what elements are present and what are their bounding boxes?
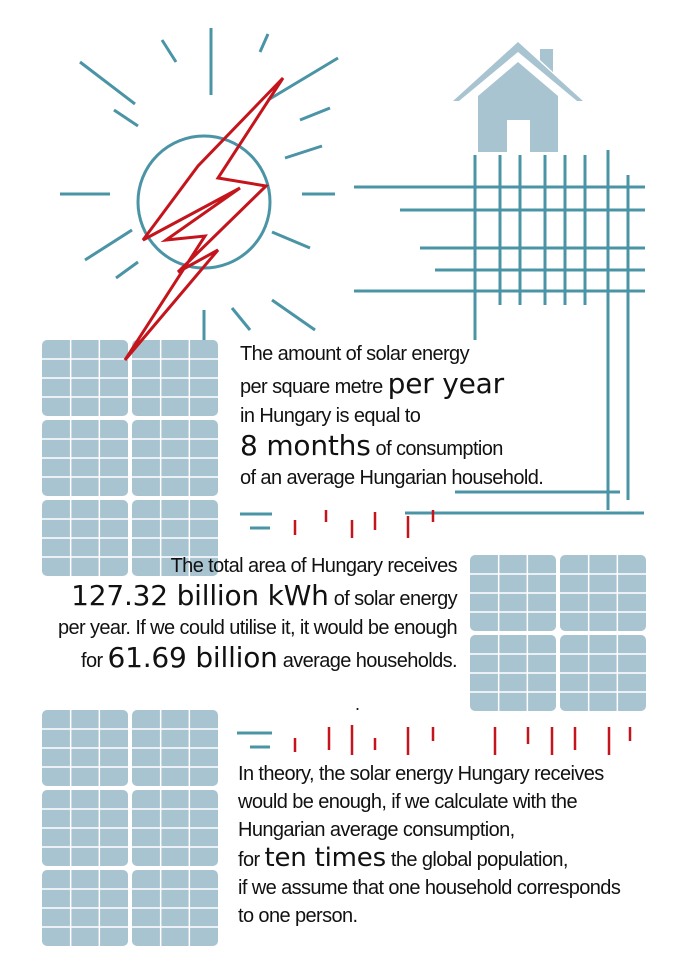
house-icon xyxy=(453,42,583,152)
text-line: The amount of solar energy xyxy=(240,343,470,365)
text-line: In theory, the solar energy Hungary rece… xyxy=(238,763,604,785)
solar-panel-icon xyxy=(470,635,556,711)
solar-panel-icon xyxy=(132,420,218,496)
text-line: Hungarian average consumption, xyxy=(238,819,515,841)
solar-panels xyxy=(42,340,646,946)
text-line: the global population, xyxy=(385,849,569,871)
solar-panel-icon xyxy=(560,635,646,711)
highlight-8-months: 8 months xyxy=(240,429,371,462)
solar-panel-icon xyxy=(42,710,128,786)
text-line: would be enough, if we calculate with th… xyxy=(238,791,578,813)
solar-panel-icon xyxy=(132,870,218,946)
text-line: to one person. xyxy=(238,905,358,927)
solar-panel-icon xyxy=(132,340,218,416)
solar-panel-icon xyxy=(470,555,556,631)
text-line: of an average Hungarian household. xyxy=(240,467,544,489)
dash-marks xyxy=(237,510,632,755)
lightning-bolt-icon xyxy=(123,76,285,361)
sun-icon xyxy=(60,28,339,340)
highlight-kwh: 127.32 billion kWh xyxy=(71,579,329,612)
consumption-fact-text: The amount of solar energy per square me… xyxy=(240,340,544,493)
highlight-per-year: per year xyxy=(387,367,504,400)
text-line: The total area of Hungary receives xyxy=(170,555,458,577)
solar-panel-icon xyxy=(42,790,128,866)
solar-panel-icon xyxy=(132,790,218,866)
text-line: per year. If we could utilise it, it wou… xyxy=(57,617,458,639)
text-line: for xyxy=(238,849,265,871)
solar-panel-icon xyxy=(42,340,128,416)
text-line: of consumption xyxy=(370,438,504,460)
highlight-ten-times: ten times xyxy=(264,843,387,873)
text-line: for xyxy=(81,650,108,672)
solar-panel-icon xyxy=(42,420,128,496)
solar-panel-icon xyxy=(560,555,646,631)
solar-panel-icon xyxy=(42,500,128,576)
text-line: per square metre xyxy=(240,376,388,398)
area-fact-text: The total area of Hungary receives 127.3… xyxy=(57,552,458,676)
text-line: if we assume that one household correspo… xyxy=(238,877,621,899)
stray-dot: . xyxy=(355,694,361,714)
text-line: in Hungary is equal to xyxy=(240,405,421,427)
highlight-households: 61.69 billion xyxy=(107,641,278,674)
solar-panel-icon xyxy=(132,500,218,576)
solar-panel-icon xyxy=(132,710,218,786)
population-fact-text: In theory, the solar energy Hungary rece… xyxy=(238,760,621,930)
text-line: average households. xyxy=(277,650,458,672)
power-grid-icon xyxy=(354,150,645,515)
solar-panel-icon xyxy=(42,870,128,946)
text-line: of solar energy xyxy=(328,588,458,610)
